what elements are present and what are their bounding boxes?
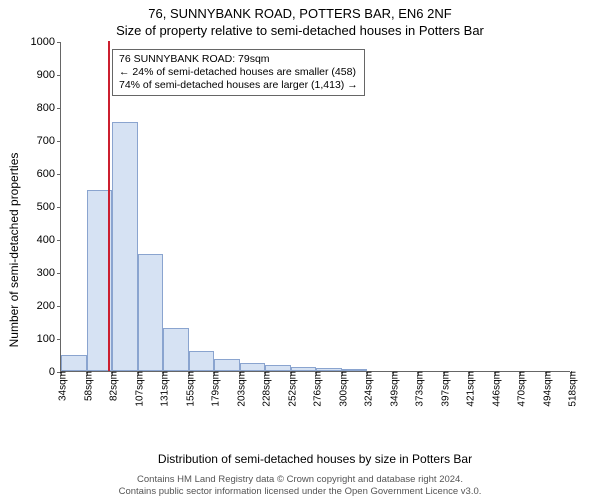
annotation-line: ← 24% of semi-detached houses are smalle…	[119, 66, 358, 79]
histogram-bar	[291, 367, 317, 371]
histogram-bar	[61, 355, 87, 372]
y-tick-label: 400	[37, 234, 61, 246]
histogram-bar	[342, 369, 368, 371]
y-tick-label: 300	[37, 267, 61, 279]
y-tick-label: 700	[37, 135, 61, 147]
x-tick-label: 179sqm	[207, 371, 222, 407]
x-tick-label: 470sqm	[513, 371, 528, 407]
annotation-line: 76 SUNNYBANK ROAD: 79sqm	[119, 53, 358, 66]
annotation-line: 74% of semi-detached houses are larger (…	[119, 79, 358, 92]
footer-attribution: Contains HM Land Registry data © Crown c…	[0, 474, 600, 498]
y-tick-label: 500	[37, 201, 61, 213]
x-tick-label: 82sqm	[105, 371, 120, 401]
x-tick-label: 349sqm	[385, 371, 400, 407]
x-tick-label: 276sqm	[309, 371, 324, 407]
x-tick-label: 203sqm	[232, 371, 247, 407]
x-tick-label: 324sqm	[360, 371, 375, 407]
x-tick-label: 34sqm	[54, 371, 69, 401]
x-tick-label: 421sqm	[462, 371, 477, 407]
x-tick-label: 107sqm	[130, 371, 145, 407]
histogram-bar	[138, 254, 164, 371]
y-tick-label: 1000	[31, 36, 61, 48]
histogram-bar	[240, 363, 266, 371]
x-tick-label: 397sqm	[436, 371, 451, 407]
chart-area: 0100200300400500600700800900100034sqm58s…	[60, 42, 570, 412]
footer-line-1: Contains HM Land Registry data © Crown c…	[0, 474, 600, 486]
x-tick-label: 518sqm	[564, 371, 579, 407]
y-axis-label: Number of semi-detached properties	[7, 55, 21, 250]
chart-title-line1: 76, SUNNYBANK ROAD, POTTERS BAR, EN6 2NF	[0, 0, 600, 21]
x-tick-label: 300sqm	[334, 371, 349, 407]
y-tick-label: 800	[37, 102, 61, 114]
property-marker-line	[108, 41, 110, 371]
chart-title-line2: Size of property relative to semi-detach…	[0, 21, 600, 38]
x-tick-label: 494sqm	[538, 371, 553, 407]
y-tick-label: 900	[37, 69, 61, 81]
histogram-bar	[112, 122, 138, 371]
y-tick-label: 100	[37, 333, 61, 345]
x-axis-label: Distribution of semi-detached houses by …	[60, 452, 570, 466]
x-tick-label: 373sqm	[411, 371, 426, 407]
histogram-bar	[316, 368, 342, 371]
x-tick-label: 252sqm	[283, 371, 298, 407]
y-tick-label: 200	[37, 300, 61, 312]
x-tick-label: 155sqm	[181, 371, 196, 407]
annotation-box: 76 SUNNYBANK ROAD: 79sqm← 24% of semi-de…	[112, 49, 365, 96]
y-tick-label: 600	[37, 168, 61, 180]
x-tick-label: 131sqm	[156, 371, 171, 407]
footer-line-2: Contains public sector information licen…	[0, 486, 600, 498]
histogram-bar	[265, 365, 291, 371]
plot-area: 0100200300400500600700800900100034sqm58s…	[60, 42, 570, 372]
histogram-bar	[189, 351, 215, 371]
histogram-bar	[163, 328, 189, 371]
x-tick-label: 446sqm	[487, 371, 502, 407]
histogram-bar	[214, 359, 240, 371]
x-tick-label: 58sqm	[79, 371, 94, 401]
x-tick-label: 228sqm	[258, 371, 273, 407]
